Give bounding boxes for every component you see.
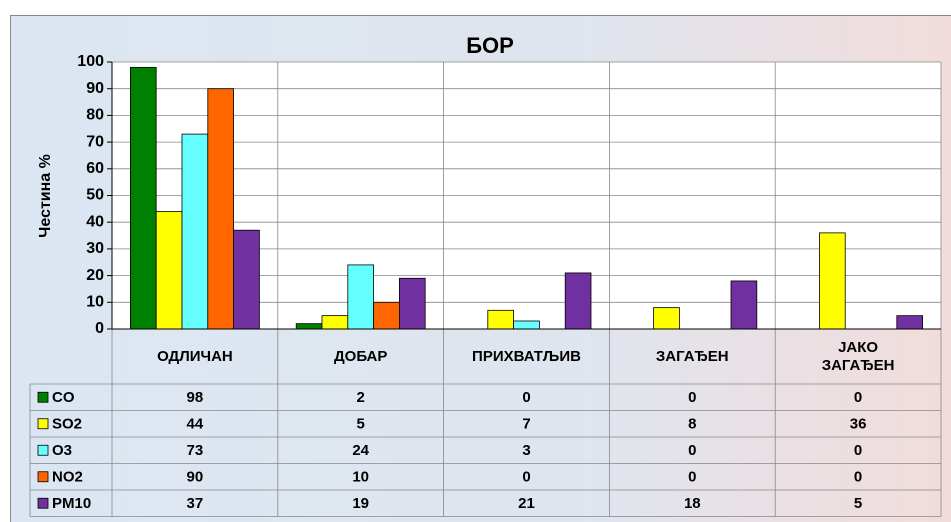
table-value: 0 xyxy=(688,442,696,459)
bar xyxy=(155,211,183,330)
bar xyxy=(487,309,514,330)
table-value: 0 xyxy=(688,389,696,406)
table-value: 21 xyxy=(518,495,535,512)
table-value: 0 xyxy=(854,389,862,406)
bar xyxy=(321,315,349,330)
legend-label: SO2 xyxy=(52,416,82,433)
legend-key xyxy=(37,444,49,456)
category-cell: ЗАГАЂЕН xyxy=(655,347,729,365)
x-tick-label: ПРИХВАТЉИВ xyxy=(472,347,581,365)
table-value: 37 xyxy=(187,495,204,512)
table-value: 0 xyxy=(854,469,862,486)
legend-label: CO xyxy=(52,389,75,406)
table-value: 90 xyxy=(187,469,204,486)
y-tick-label: 40 xyxy=(86,213,104,230)
y-tick-label: 30 xyxy=(86,240,104,257)
bar xyxy=(513,320,540,330)
table-value: 0 xyxy=(522,469,530,486)
category-cell: ЈАКО ЗАГАЂЕН xyxy=(821,338,895,374)
bar xyxy=(730,280,758,330)
table-value: 8 xyxy=(688,416,696,433)
table-value: 0 xyxy=(688,469,696,486)
y-tick-label: 10 xyxy=(86,294,104,311)
table-value: 5 xyxy=(357,416,365,433)
y-tick-label: 90 xyxy=(86,80,104,97)
table-value: 10 xyxy=(352,469,369,486)
table-value: 0 xyxy=(854,442,862,459)
y-tick-label: 20 xyxy=(86,267,104,284)
bar xyxy=(347,264,374,330)
y-tick-label: 0 xyxy=(95,320,104,337)
legend-key xyxy=(37,471,49,483)
x-tick-label: ЈАКО ЗАГАЂЕН xyxy=(821,338,895,374)
bar xyxy=(295,323,323,330)
table-value: 0 xyxy=(522,389,530,406)
table-value: 36 xyxy=(850,416,867,433)
table-value: 7 xyxy=(522,416,530,433)
table-value: 44 xyxy=(187,416,204,433)
y-axis-label: Честина % xyxy=(37,154,54,238)
y-tick-label: 50 xyxy=(86,187,104,204)
legend-key xyxy=(37,497,49,509)
bar xyxy=(564,272,592,330)
table-value: 19 xyxy=(352,495,369,512)
bar xyxy=(819,232,846,330)
bar xyxy=(233,229,260,330)
y-tick-label: 100 xyxy=(77,53,104,70)
bar xyxy=(181,133,209,330)
category-cell: ОДЛИЧАН xyxy=(157,347,233,365)
legend-label: O3 xyxy=(52,442,72,459)
bar xyxy=(398,277,426,330)
table-value: 18 xyxy=(684,495,701,512)
table-value: 98 xyxy=(187,389,204,406)
x-tick-label: ДОБАР xyxy=(333,347,388,365)
table-value: 3 xyxy=(522,442,530,459)
category-cell: ПРИХВАТЉИВ xyxy=(472,347,581,365)
legend-label: PM10 xyxy=(52,495,91,512)
x-tick-label: ОДЛИЧАН xyxy=(157,347,233,365)
y-tick-label: 80 xyxy=(86,107,104,124)
chart-title: БОР xyxy=(466,33,514,58)
legend-key xyxy=(37,391,49,403)
y-tick-label: 60 xyxy=(86,160,104,177)
bar xyxy=(373,301,400,330)
bar xyxy=(896,315,923,330)
y-tick-label: 70 xyxy=(86,133,104,150)
x-tick-label: ЗАГАЂЕН xyxy=(655,347,729,365)
bar xyxy=(207,88,235,330)
table-value: 73 xyxy=(187,442,204,459)
bar xyxy=(653,307,680,330)
table-value: 2 xyxy=(357,389,365,406)
bar xyxy=(129,66,157,330)
table-value: 24 xyxy=(352,442,369,459)
legend-label: NO2 xyxy=(52,469,83,486)
category-cell: ДОБАР xyxy=(333,347,388,365)
table-value: 5 xyxy=(854,495,862,512)
legend-key xyxy=(37,418,49,430)
